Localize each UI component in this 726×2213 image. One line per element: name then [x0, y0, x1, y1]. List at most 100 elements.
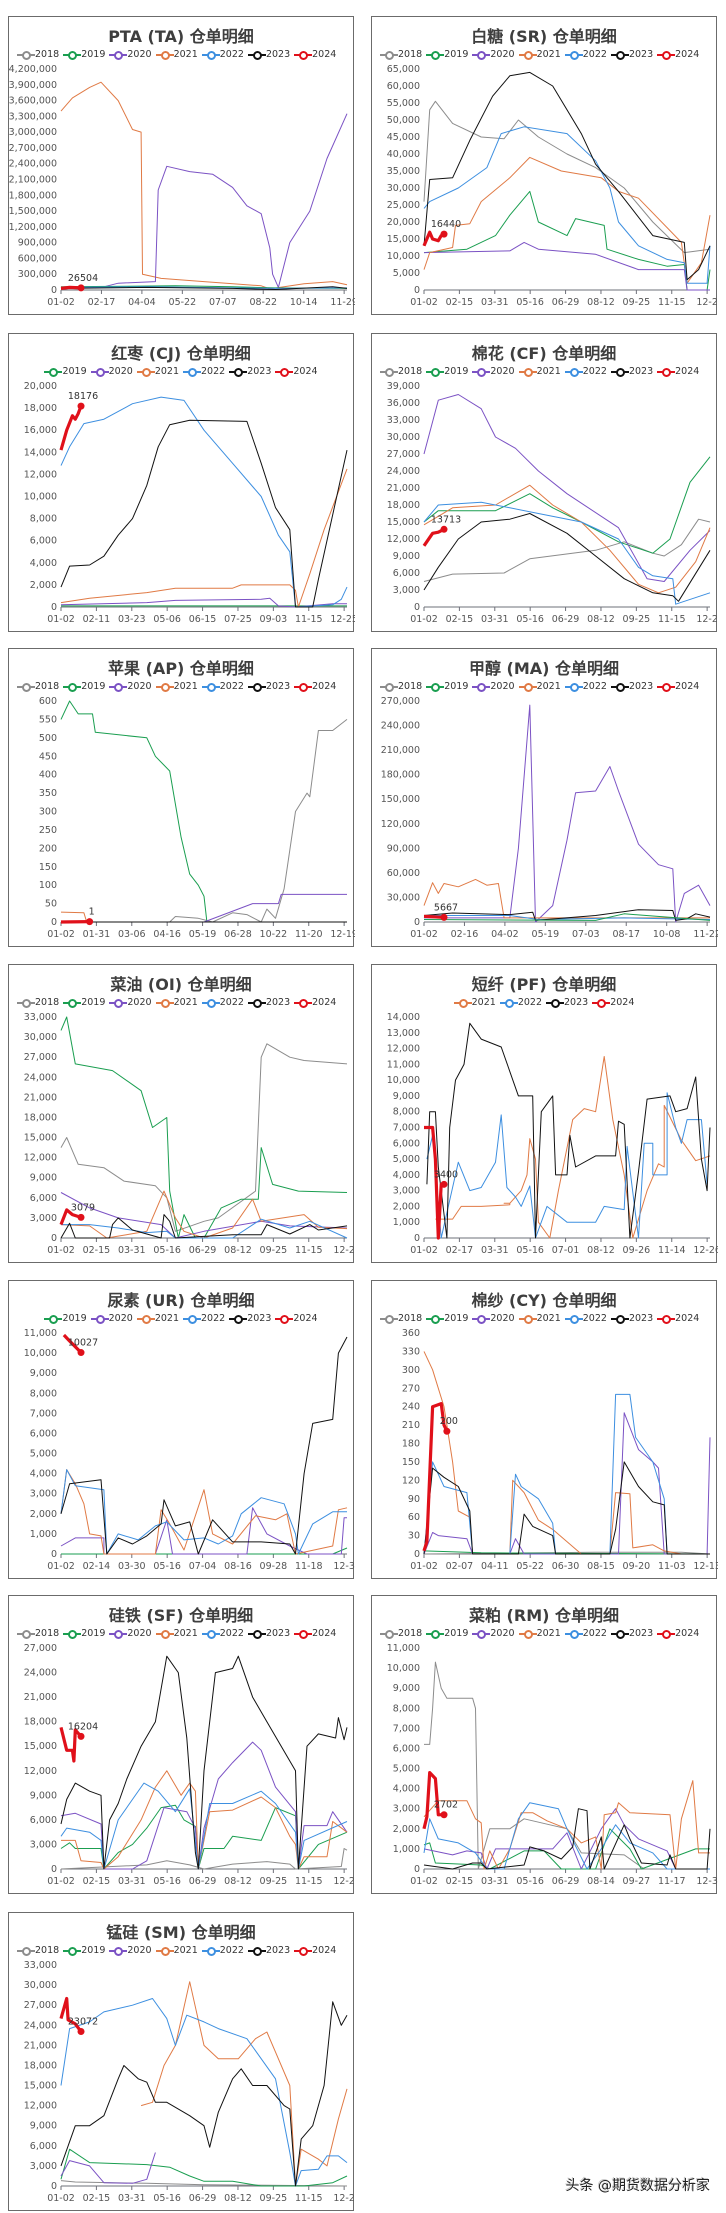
legend-item-2022[interactable]: 2022: [564, 1313, 607, 1324]
legend-item-2021[interactable]: 2021: [518, 1628, 561, 1639]
legend-item-2021[interactable]: 2021: [155, 681, 198, 692]
legend-item-2020[interactable]: 2020: [472, 1313, 515, 1324]
legend-item-2022[interactable]: 2022: [499, 997, 542, 1008]
legend-item-2022[interactable]: 2022: [201, 1628, 244, 1639]
legend-item-2018[interactable]: 2018: [17, 1945, 59, 1956]
legend-item-2023[interactable]: 2023: [247, 49, 290, 60]
legend-item-2021[interactable]: 2021: [518, 681, 561, 692]
legend-item-2021[interactable]: 2021: [518, 49, 561, 60]
y-tick-label: 240,000: [381, 721, 420, 732]
x-tick-label: 11-15: [295, 1876, 323, 1887]
legend-item-2023[interactable]: 2023: [610, 1313, 653, 1324]
legend-item-2020[interactable]: 2020: [472, 49, 515, 60]
legend-item-2019[interactable]: 2019: [44, 366, 87, 377]
legend-item-2023[interactable]: 2023: [610, 1628, 653, 1639]
y-tick-label: 10,000: [387, 251, 420, 262]
legend-item-2021[interactable]: 2021: [136, 1313, 179, 1324]
legend-item-2019[interactable]: 2019: [44, 1313, 87, 1324]
legend-item-2018[interactable]: 2018: [380, 366, 422, 377]
legend-item-2024[interactable]: 2024: [592, 997, 634, 1008]
chart-title: 苹果 (AP) 仓单明细: [108, 659, 254, 678]
legend-item-2019[interactable]: 2019: [426, 681, 468, 692]
legend-item-2018[interactable]: 2018: [17, 1628, 59, 1639]
legend-item-2023[interactable]: 2023: [546, 997, 588, 1008]
chart-panel-cy: 棉纱 (CY) 仓单明细 2018 2019 2020 2021 2022 2023 2024…: [371, 1280, 718, 1579]
x-tick-label: 12-13: [693, 1561, 718, 1572]
legend-label: 2022: [219, 997, 244, 1008]
legend-item-2024[interactable]: 2024: [657, 1628, 699, 1639]
legend-item-2022[interactable]: 2022: [183, 366, 225, 377]
legend-item-2024[interactable]: 2024: [275, 1313, 318, 1324]
legend-item-2022[interactable]: 2022: [183, 1313, 225, 1324]
legend-item-2023[interactable]: 2023: [247, 1945, 290, 1956]
legend-item-2019[interactable]: 2019: [63, 1945, 105, 1956]
y-tick-label: 30,000: [387, 432, 420, 443]
legend-item-2020[interactable]: 2020: [109, 1945, 152, 1956]
legend-item-2019[interactable]: 2019: [63, 49, 105, 60]
legend-item-2022[interactable]: 2022: [564, 49, 607, 60]
legend-item-2024[interactable]: 2024: [657, 681, 699, 692]
legend-item-2021[interactable]: 2021: [155, 997, 198, 1008]
legend-item-2019[interactable]: 2019: [426, 49, 468, 60]
legend-item-2019[interactable]: 2019: [426, 1628, 468, 1639]
legend-item-2023[interactable]: 2023: [610, 366, 653, 377]
legend-item-2024[interactable]: 2024: [657, 49, 699, 60]
legend-item-2019[interactable]: 2019: [426, 366, 468, 377]
legend-item-2021[interactable]: 2021: [155, 1945, 198, 1956]
legend-item-2020[interactable]: 2020: [109, 997, 152, 1008]
legend-item-2021[interactable]: 2021: [136, 366, 179, 377]
legend-item-2020[interactable]: 2020: [472, 366, 515, 377]
legend-marker-icon: [155, 998, 174, 1008]
legend-item-2021[interactable]: 2021: [155, 49, 198, 60]
legend-item-2020[interactable]: 2020: [90, 366, 133, 377]
legend-item-2024[interactable]: 2024: [294, 681, 336, 692]
legend-item-2018[interactable]: 2018: [17, 681, 59, 692]
legend-label: 2022: [582, 366, 607, 377]
legend-item-2018[interactable]: 2018: [380, 1628, 422, 1639]
legend-item-2020[interactable]: 2020: [90, 1313, 133, 1324]
legend-item-2019[interactable]: 2019: [426, 1313, 468, 1324]
legend-item-2021[interactable]: 2021: [518, 1313, 561, 1324]
legend-item-2018[interactable]: 2018: [380, 681, 422, 692]
legend-item-2024[interactable]: 2024: [657, 366, 699, 377]
legend-item-2024[interactable]: 2024: [294, 1945, 336, 1956]
legend-item-2020[interactable]: 2020: [472, 681, 515, 692]
legend-item-2018[interactable]: 2018: [380, 49, 422, 60]
legend-item-2023[interactable]: 2023: [247, 1628, 290, 1639]
legend-item-2022[interactable]: 2022: [564, 681, 607, 692]
legend-item-2019[interactable]: 2019: [63, 1628, 105, 1639]
legend-item-2019[interactable]: 2019: [63, 681, 105, 692]
legend-item-2022[interactable]: 2022: [564, 366, 607, 377]
y-tick-label: 2,000: [393, 1824, 420, 1835]
legend-item-2023[interactable]: 2023: [229, 366, 271, 377]
legend-item-2022[interactable]: 2022: [201, 1945, 244, 1956]
legend-item-2024[interactable]: 2024: [275, 366, 318, 377]
legend-label: 2021: [536, 1628, 561, 1639]
legend-item-2024[interactable]: 2024: [294, 49, 336, 60]
legend-item-2021[interactable]: 2021: [155, 1628, 198, 1639]
legend-item-2018[interactable]: 2018: [17, 49, 59, 60]
legend-item-2023[interactable]: 2023: [229, 1313, 271, 1324]
legend-item-2018[interactable]: 2018: [380, 1313, 422, 1324]
legend-item-2023[interactable]: 2023: [610, 681, 653, 692]
legend-item-2024[interactable]: 2024: [294, 1628, 336, 1639]
legend-item-2019[interactable]: 2019: [63, 997, 105, 1008]
legend-item-2022[interactable]: 2022: [201, 997, 244, 1008]
legend-item-2024[interactable]: 2024: [657, 1313, 699, 1324]
legend-item-2023[interactable]: 2023: [610, 49, 653, 60]
legend-item-2024[interactable]: 2024: [294, 997, 336, 1008]
legend-item-2022[interactable]: 2022: [201, 49, 244, 60]
legend-item-2023[interactable]: 2023: [247, 997, 290, 1008]
legend-item-2021[interactable]: 2021: [453, 997, 496, 1008]
legend-label: 2022: [582, 1313, 607, 1324]
legend-item-2022[interactable]: 2022: [564, 1628, 607, 1639]
legend-item-2020[interactable]: 2020: [109, 1628, 152, 1639]
legend-item-2021[interactable]: 2021: [518, 366, 561, 377]
y-tick-label: 450: [39, 751, 57, 762]
legend-item-2018[interactable]: 2018: [17, 997, 59, 1008]
legend-item-2020[interactable]: 2020: [472, 1628, 515, 1639]
legend-item-2023[interactable]: 2023: [247, 681, 290, 692]
legend-item-2020[interactable]: 2020: [109, 681, 152, 692]
legend-item-2020[interactable]: 2020: [109, 49, 152, 60]
legend-item-2022[interactable]: 2022: [201, 681, 244, 692]
